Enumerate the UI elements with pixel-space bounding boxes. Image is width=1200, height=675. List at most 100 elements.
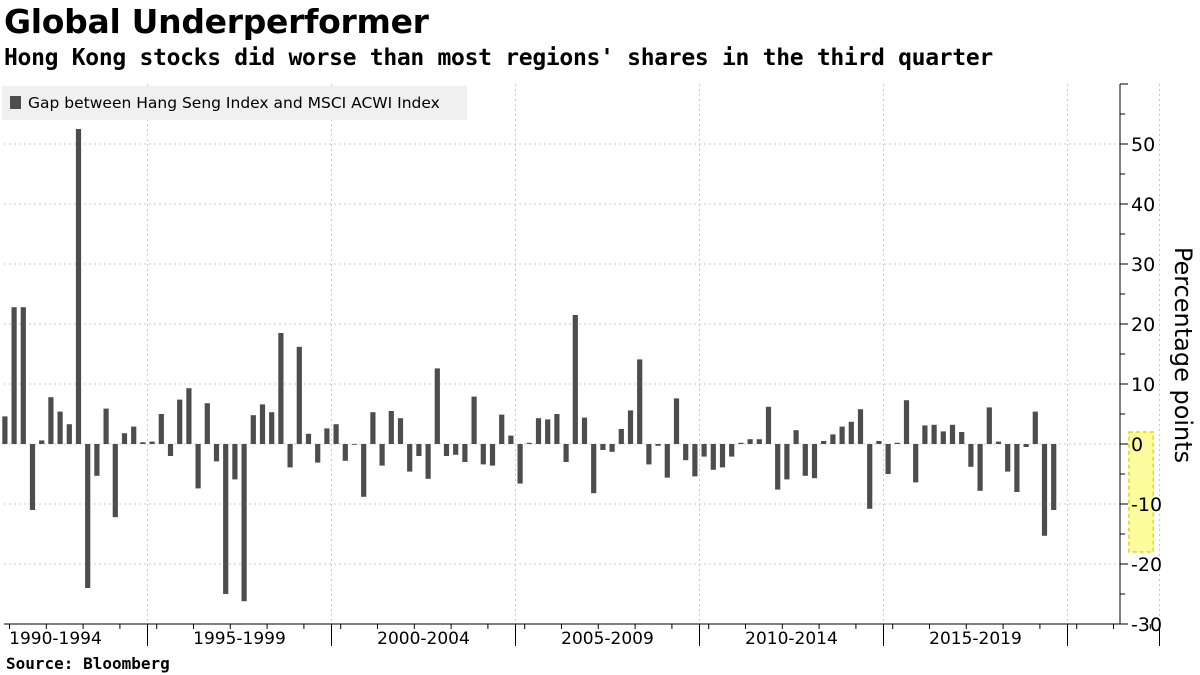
bar [968, 444, 974, 467]
bar [471, 396, 477, 444]
bar [894, 442, 900, 444]
bar [775, 444, 781, 490]
chart-axes: 50 40 30 20 10 0 -10 -20 -30 1990-1994 1995-1999 20… [4, 83, 1162, 649]
legend-swatch [10, 96, 21, 109]
bar [223, 444, 229, 594]
bar [351, 444, 358, 445]
bar [765, 406, 772, 444]
bar [646, 444, 652, 465]
bar [922, 425, 928, 444]
bar [48, 397, 54, 444]
bar [802, 444, 808, 476]
bar [995, 441, 1002, 444]
highlight-layer [1128, 431, 1155, 553]
bar [784, 444, 790, 480]
bar [959, 432, 965, 444]
bar [29, 444, 36, 510]
bar [1041, 444, 1048, 536]
bar [563, 444, 569, 462]
bar [499, 414, 505, 444]
bar [66, 424, 72, 444]
bar [453, 444, 459, 455]
bar [627, 410, 634, 444]
bar [830, 434, 836, 444]
bar [738, 442, 744, 444]
bar [158, 414, 164, 444]
bar [11, 307, 17, 444]
x-tick-label: 2000-2004 [377, 629, 470, 649]
bar [821, 441, 827, 444]
bar [554, 414, 560, 444]
x-tick-label: 2015-2019 [929, 629, 1022, 649]
bar [591, 444, 597, 494]
x-tick-label: 2005-2009 [561, 629, 654, 649]
bar [2, 416, 8, 444]
bar [931, 424, 937, 444]
y-tick-label: 50 [1131, 134, 1155, 156]
bar [526, 442, 532, 444]
bar [839, 426, 845, 444]
bar [517, 444, 523, 484]
chart-title: Global Underperformer [4, 2, 429, 41]
bar [287, 444, 293, 468]
bar [296, 346, 302, 444]
x-tick-label: 1990-1994 [9, 629, 102, 649]
bar [416, 444, 422, 456]
bar [204, 403, 210, 444]
legend-background [2, 86, 467, 120]
bar [103, 408, 109, 444]
bar [747, 439, 753, 444]
bar [186, 388, 192, 444]
bar [241, 444, 247, 602]
bar [213, 444, 220, 462]
bar [232, 444, 238, 480]
x-tick-label: 1995-1999 [193, 629, 286, 649]
bar [269, 412, 275, 444]
bar [85, 444, 91, 588]
bar [977, 444, 983, 491]
y-tick-label: 0 [1131, 434, 1143, 456]
chart-legend: Gap between Hang Seng Index and MSCI ACW… [2, 86, 467, 120]
bar [867, 444, 873, 509]
bar [637, 359, 643, 444]
chart-bars [2, 129, 1057, 602]
bar [480, 444, 486, 465]
bar [701, 444, 707, 457]
bar [278, 333, 284, 444]
bar [489, 444, 496, 466]
bar [811, 444, 818, 479]
bar [545, 419, 551, 444]
bar [361, 444, 367, 497]
bar [710, 444, 716, 470]
bar [673, 398, 680, 444]
bar [572, 315, 578, 444]
bar [167, 444, 174, 456]
bar [903, 400, 910, 444]
source-note: Source: Bloomberg [6, 654, 170, 673]
bar [986, 407, 992, 444]
y-tick-label: -30 [1131, 614, 1162, 636]
bar [324, 428, 330, 444]
y-tick-label: 30 [1131, 254, 1155, 276]
bar [949, 424, 956, 444]
bar [664, 444, 670, 478]
chart-grid [4, 84, 1160, 625]
bar [250, 415, 256, 444]
y-axis-label: Percentage points [1169, 247, 1197, 463]
bar [443, 444, 450, 456]
bar [195, 444, 201, 489]
bar [121, 433, 128, 444]
bar [305, 433, 312, 444]
y-tick-label: -20 [1131, 554, 1162, 576]
bar [462, 444, 468, 462]
bar [39, 440, 45, 444]
bar [75, 129, 82, 444]
bar [315, 444, 321, 463]
bar [609, 444, 615, 452]
bar [149, 441, 155, 444]
bar [1023, 444, 1029, 447]
bar [112, 444, 118, 518]
y-tick-label: 10 [1131, 374, 1155, 396]
bar [342, 444, 348, 461]
